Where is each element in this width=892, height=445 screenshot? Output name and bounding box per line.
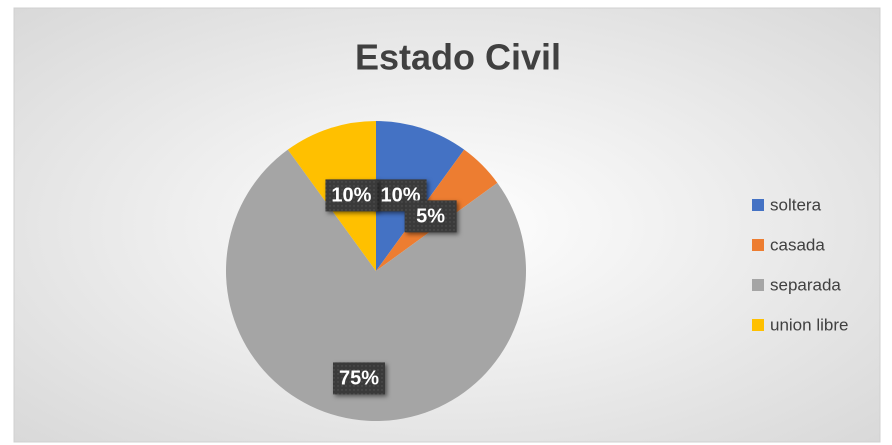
chart-title: Estado Civil [355,37,561,78]
data-label-box [332,362,385,395]
legend-label: casada [770,235,825,254]
legend-label: soltera [770,195,822,214]
legend-swatch [752,279,764,291]
legend-label: separada [770,275,841,294]
data-label: 5% [416,206,445,228]
data-label-box [404,200,457,233]
data-label: 75% [339,368,379,390]
legend-swatch [752,239,764,251]
data-label-box [325,179,378,212]
data-label: 10% [331,185,371,207]
legend-swatch [752,319,764,331]
legend-swatch [752,199,764,211]
legend-label: union libre [770,315,848,334]
